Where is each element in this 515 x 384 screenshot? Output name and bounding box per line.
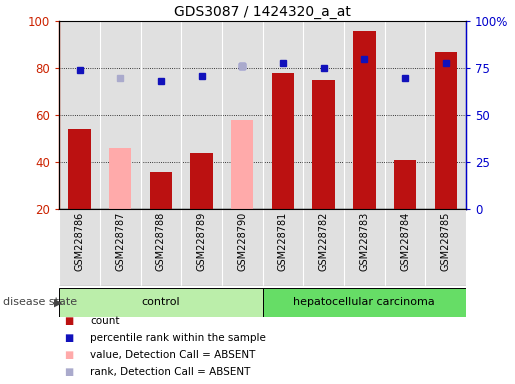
- Text: ■: ■: [64, 350, 74, 360]
- Bar: [59, 288, 263, 317]
- Text: percentile rank within the sample: percentile rank within the sample: [90, 333, 266, 343]
- Text: control: control: [142, 297, 180, 308]
- Text: ■: ■: [64, 333, 74, 343]
- Bar: [150, 172, 172, 209]
- Bar: [344, 21, 385, 209]
- Bar: [100, 209, 141, 286]
- Bar: [385, 21, 425, 209]
- Bar: [425, 21, 466, 209]
- Text: GSM228785: GSM228785: [441, 212, 451, 271]
- Bar: [263, 209, 303, 286]
- Text: GSM228783: GSM228783: [359, 212, 369, 271]
- Bar: [425, 209, 466, 286]
- Title: GDS3087 / 1424320_a_at: GDS3087 / 1424320_a_at: [174, 5, 351, 19]
- Bar: [109, 148, 131, 209]
- Bar: [181, 209, 222, 286]
- Bar: [435, 52, 457, 209]
- Bar: [68, 129, 91, 209]
- Text: count: count: [90, 316, 119, 326]
- Bar: [303, 209, 344, 286]
- Text: GSM228788: GSM228788: [156, 212, 166, 271]
- Bar: [385, 209, 425, 286]
- Bar: [394, 160, 416, 209]
- Bar: [231, 120, 253, 209]
- Bar: [263, 288, 466, 317]
- Bar: [141, 21, 181, 209]
- Bar: [100, 21, 141, 209]
- Text: ■: ■: [64, 316, 74, 326]
- Bar: [344, 209, 385, 286]
- Bar: [141, 209, 181, 286]
- Bar: [313, 80, 335, 209]
- Text: rank, Detection Call = ABSENT: rank, Detection Call = ABSENT: [90, 367, 250, 377]
- Text: GSM228786: GSM228786: [75, 212, 84, 271]
- Text: ▶: ▶: [54, 297, 63, 308]
- Text: GSM228790: GSM228790: [237, 212, 247, 271]
- Text: GSM228789: GSM228789: [197, 212, 207, 271]
- Bar: [59, 21, 100, 209]
- Bar: [59, 209, 100, 286]
- Bar: [303, 21, 344, 209]
- Text: disease state: disease state: [3, 297, 77, 308]
- Text: GSM228781: GSM228781: [278, 212, 288, 271]
- Text: ■: ■: [64, 367, 74, 377]
- Bar: [272, 73, 294, 209]
- Bar: [222, 209, 263, 286]
- Text: GSM228787: GSM228787: [115, 212, 125, 271]
- Text: GSM228782: GSM228782: [319, 212, 329, 271]
- Bar: [181, 21, 222, 209]
- Bar: [353, 31, 375, 209]
- Text: GSM228784: GSM228784: [400, 212, 410, 271]
- Text: value, Detection Call = ABSENT: value, Detection Call = ABSENT: [90, 350, 255, 360]
- Text: hepatocellular carcinoma: hepatocellular carcinoma: [294, 297, 435, 308]
- Bar: [191, 153, 213, 209]
- Bar: [263, 21, 303, 209]
- Bar: [222, 21, 263, 209]
